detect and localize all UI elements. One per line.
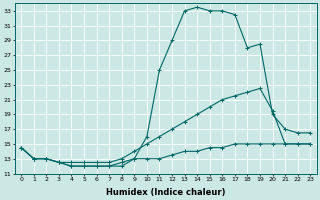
X-axis label: Humidex (Indice chaleur): Humidex (Indice chaleur) — [106, 188, 226, 197]
